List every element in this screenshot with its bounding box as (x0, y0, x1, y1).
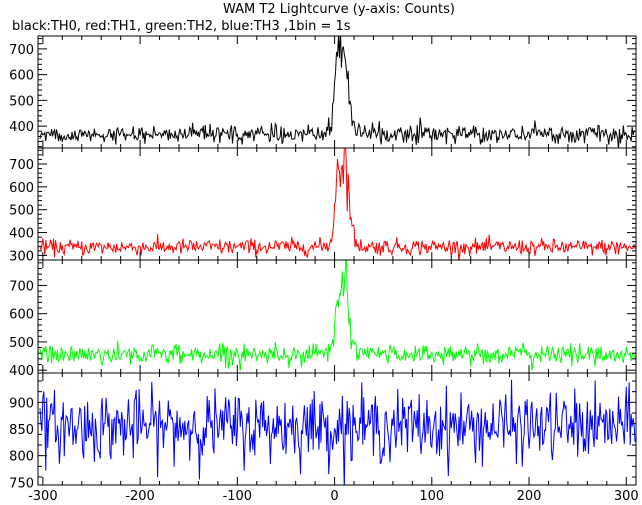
y-tick-label: 900 (9, 396, 34, 411)
panel-th3: 750 800 850 900 (9, 372, 637, 491)
panel-th0: 400 500 600 700 (9, 35, 637, 149)
y-tick-label: 400 (9, 120, 34, 135)
y-tick-label: 500 (9, 94, 34, 109)
y-tick-label: 300 (9, 249, 34, 264)
chart-subtitle: black:TH0, red:TH1, green:TH2, blue:TH3 … (12, 19, 351, 34)
panel-frame (37, 259, 637, 374)
series-th2-line (39, 260, 636, 371)
x-tick-label: -100 (223, 489, 253, 504)
x-tick-label: -300 (28, 489, 58, 504)
x-tick-label: 200 (517, 489, 542, 504)
x-axis: -300 -200 -100 0 100 200 300 (28, 489, 639, 504)
y-tick-label: 700 (9, 279, 34, 294)
x-tick-label: 100 (419, 489, 444, 504)
y-tick-label: 500 (9, 336, 34, 351)
y-tick-label: 600 (9, 308, 34, 323)
series-th1-line (39, 148, 636, 260)
y-tick-label: 400 (9, 227, 34, 242)
panel-th1: 300 400 500 600 700 (9, 147, 637, 264)
series-th0-line (39, 36, 636, 148)
panel-th2: 400 500 600 700 (9, 259, 637, 379)
x-tick-label: 0 (330, 489, 338, 504)
series-th3-line (39, 379, 636, 485)
x-tick-label: 300 (614, 489, 639, 504)
y-tick-label: 750 (9, 476, 34, 491)
y-tick-label: 800 (9, 450, 34, 465)
y-tick-label: 600 (9, 69, 34, 84)
chart-title: WAM T2 Lightcurve (y-axis: Counts) (223, 2, 455, 17)
y-tick-label: 700 (9, 43, 34, 58)
y-tick-label: 700 (9, 158, 34, 173)
panels: 400 500 600 700 300 400 500 600 700 400 500 600 700 7… (9, 35, 637, 491)
y-tick-label: 850 (9, 423, 34, 438)
y-tick-label: 400 (9, 364, 34, 379)
x-tick-label: -200 (125, 489, 155, 504)
panel-frame (37, 372, 637, 486)
y-tick-label: 500 (9, 204, 34, 219)
y-tick-label: 600 (9, 181, 34, 196)
